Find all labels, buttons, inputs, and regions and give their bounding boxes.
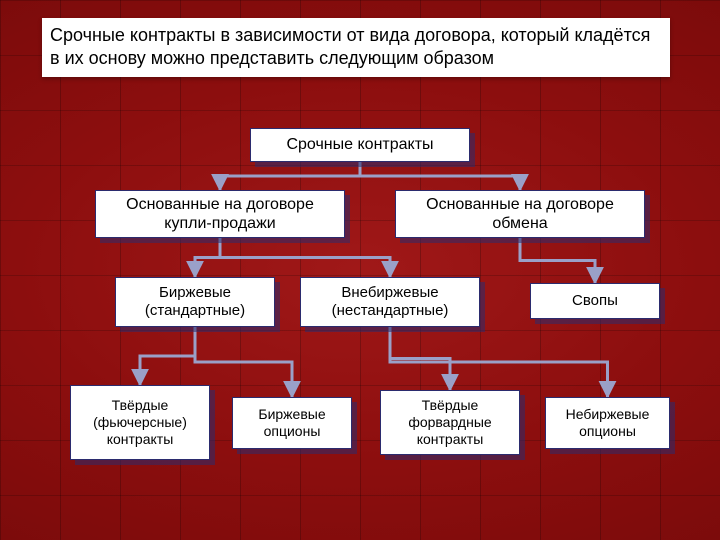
edge-exch-swap [520, 238, 595, 283]
edge-stk-fut [140, 327, 195, 385]
node-swap: Свопы [530, 283, 660, 319]
edge-otc-fwd [390, 327, 450, 390]
node-buy: Основанные на договоре купли-продажи [95, 190, 345, 238]
node-stk: Биржевые (стандартные) [115, 277, 275, 327]
node-root: Срочные контракты [250, 128, 470, 162]
edge-buy-stk [195, 238, 220, 277]
node-exch: Основанные на договоре обмена [395, 190, 645, 238]
edge-root-buy [220, 162, 360, 190]
edge-buy-otc [220, 238, 390, 277]
node-nopt: Небиржевые опционы [545, 397, 670, 449]
node-fwd: Твёрдые форвардные контракты [380, 390, 520, 455]
node-bopt: Биржевые опционы [232, 397, 352, 449]
node-fut: Твёрдые (фьючерсные) контракты [70, 385, 210, 460]
node-otc: Внебиржевые (нестандартные) [300, 277, 480, 327]
slide-title: Срочные контракты в зависимости от вида … [42, 18, 670, 77]
edge-root-exch [360, 162, 520, 190]
slide: Срочные контракты в зависимости от вида … [0, 0, 720, 540]
edge-otc-nopt [390, 327, 608, 397]
